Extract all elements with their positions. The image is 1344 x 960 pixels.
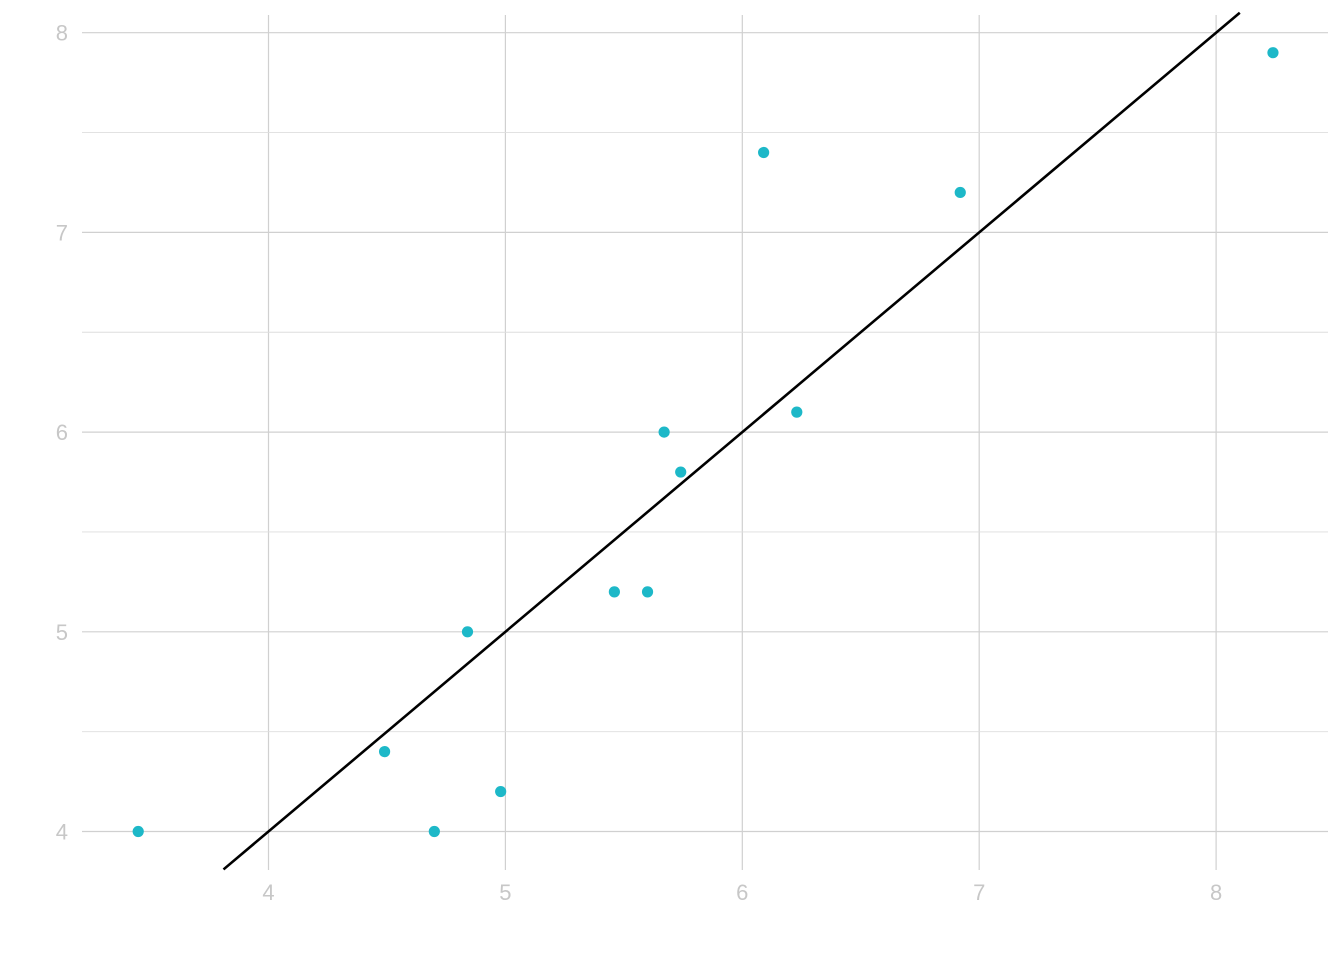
data-point [954, 186, 966, 199]
data-point [461, 626, 474, 638]
data-point [132, 825, 144, 838]
data-point [641, 586, 654, 598]
x-tick-label: 7 [973, 880, 985, 905]
y-tick-label: 6 [56, 420, 68, 445]
data-point [658, 426, 670, 438]
y-tick-label: 8 [56, 21, 68, 46]
data-point [608, 586, 620, 598]
data-point [758, 146, 770, 159]
tick-labels-layer: 4 5 6 7 8 4 5 6 7 8 [56, 21, 1222, 905]
data-point [495, 785, 507, 798]
x-tick-label: 4 [262, 880, 274, 905]
data-point [428, 825, 440, 838]
data-point [378, 746, 391, 758]
data-point [791, 406, 803, 418]
x-tick-label: 6 [736, 880, 748, 905]
x-tick-label: 5 [499, 880, 511, 905]
data-point [1267, 47, 1279, 59]
reference-line-layer [222, 11, 1241, 871]
grid-layer [82, 15, 1328, 870]
y-tick-label: 4 [56, 820, 68, 845]
x-tick-label: 8 [1210, 880, 1222, 905]
data-point [675, 466, 687, 478]
points-layer [132, 47, 1279, 838]
reference-line [222, 11, 1241, 871]
y-tick-label: 5 [56, 620, 68, 645]
y-tick-label: 7 [56, 220, 68, 245]
